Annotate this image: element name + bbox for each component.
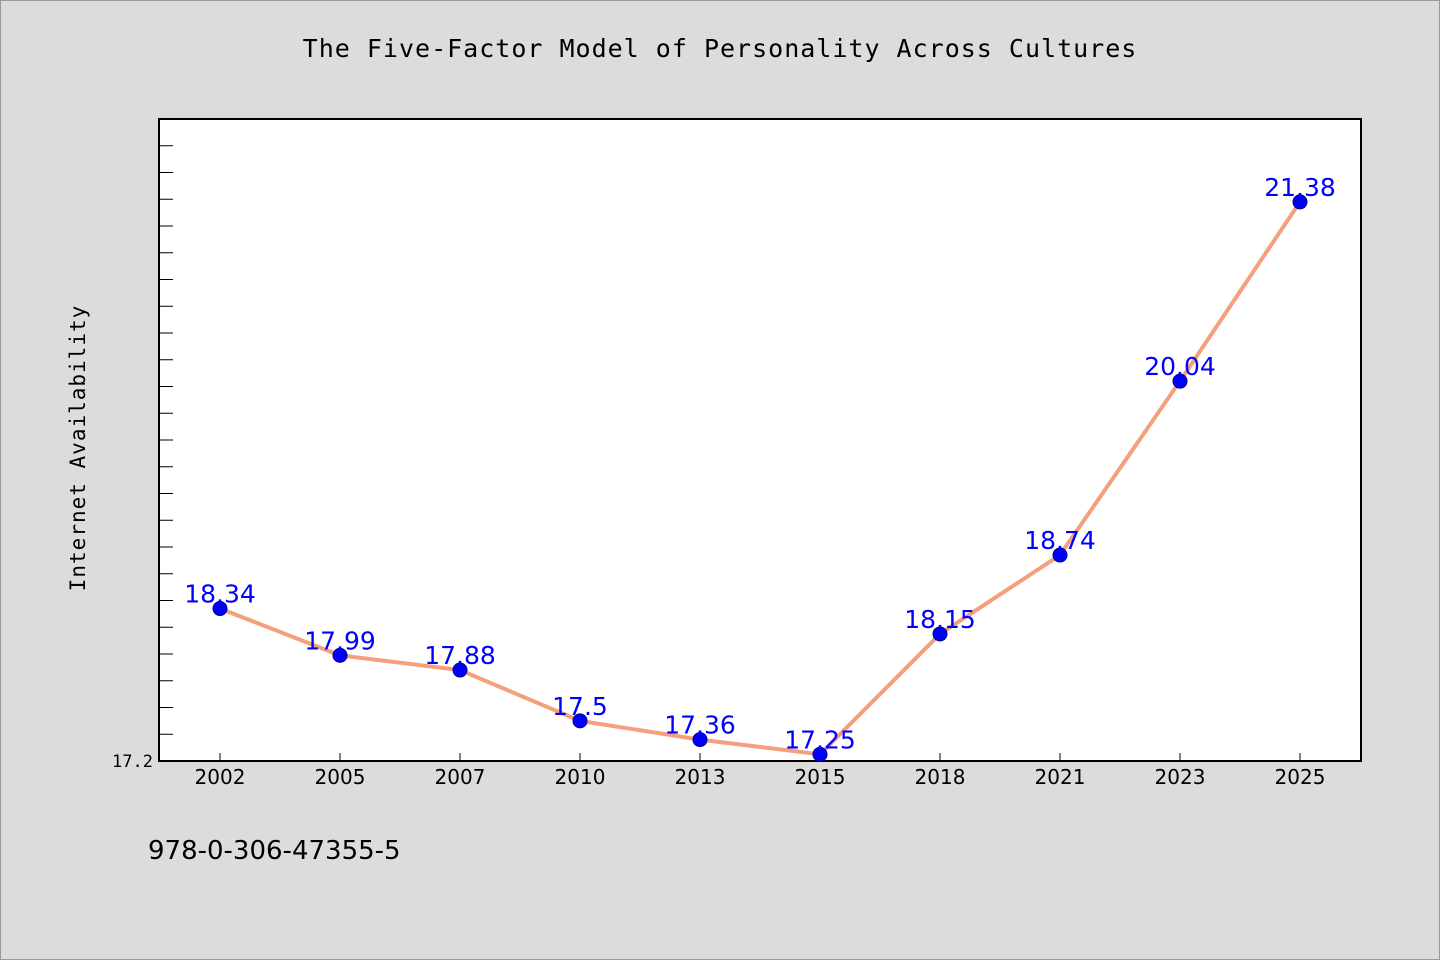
data-markers bbox=[212, 194, 1308, 762]
data-point bbox=[1172, 373, 1188, 389]
y-axis-ticks: 17.2 bbox=[112, 145, 173, 772]
x-tick-label: 2002 bbox=[195, 765, 246, 789]
x-tick-label: 2015 bbox=[795, 765, 846, 789]
data-point bbox=[572, 713, 588, 729]
chart-title: The Five-Factor Model of Personality Acr… bbox=[302, 34, 1138, 63]
data-label: 17.99 bbox=[304, 626, 376, 655]
data-label: 17.25 bbox=[784, 725, 856, 754]
x-axis-ticks: 2002 2005 2007 2010 2013 2015 2018 2021 2023 2025 bbox=[195, 753, 1326, 789]
isbn-text: 978-0-306-47355-5 bbox=[148, 836, 401, 866]
data-point bbox=[932, 626, 948, 642]
y-tick-label: 17.2 bbox=[112, 752, 153, 772]
series-line bbox=[219, 200, 1302, 757]
data-point bbox=[452, 662, 468, 678]
data-label: 17.36 bbox=[664, 711, 736, 740]
data-label: 18.34 bbox=[184, 580, 256, 609]
x-tick-label: 2025 bbox=[1275, 765, 1326, 789]
data-label: 18.74 bbox=[1024, 526, 1096, 555]
x-tick-label: 2021 bbox=[1035, 765, 1086, 789]
x-tick-label: 2007 bbox=[435, 765, 486, 789]
data-label: 21.38 bbox=[1264, 173, 1336, 202]
data-point bbox=[1292, 194, 1308, 210]
data-point bbox=[1052, 547, 1068, 563]
data-point bbox=[332, 647, 348, 663]
data-label: 20.04 bbox=[1144, 352, 1216, 381]
x-tick-label: 2005 bbox=[315, 765, 366, 789]
data-label: 18.15 bbox=[904, 605, 976, 634]
data-label: 17.88 bbox=[424, 641, 496, 670]
data-point bbox=[212, 601, 228, 617]
data-label: 17.5 bbox=[552, 692, 608, 721]
x-tick-label: 2023 bbox=[1155, 765, 1206, 789]
x-tick-label: 2018 bbox=[915, 765, 966, 789]
data-point bbox=[692, 732, 708, 748]
x-tick-label: 2013 bbox=[675, 765, 726, 789]
x-tick-label: 2010 bbox=[555, 765, 606, 789]
data-point bbox=[812, 746, 828, 762]
plot-area bbox=[158, 118, 1362, 762]
data-labels: 18.34 17.99 17.88 17.5 17.36 17.25 18.15 18.74 2… bbox=[184, 173, 1336, 754]
